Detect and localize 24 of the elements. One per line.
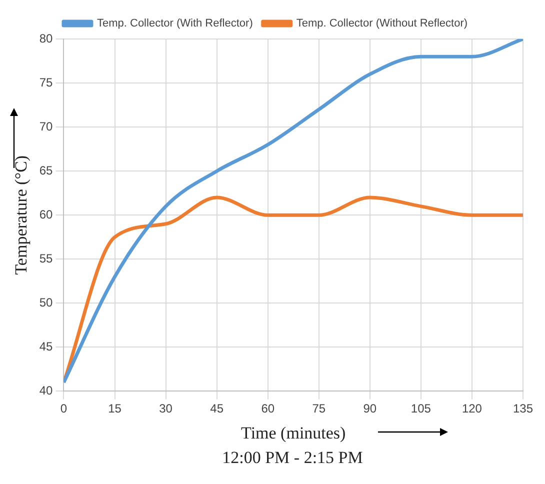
y-tick-label: 65 — [39, 163, 54, 178]
y-tick-label: 40 — [39, 384, 54, 398]
y-tick-label: 45 — [39, 339, 54, 354]
x-tick-label: 75 — [312, 402, 326, 416]
y-tick-label: 50 — [39, 295, 54, 310]
x-tick-label: 90 — [363, 402, 377, 416]
x-tick-label: 15 — [108, 402, 122, 416]
legend-label: Temp. Collector (Without Reflector) — [296, 18, 468, 30]
x-tick-label: 135 — [512, 402, 534, 416]
y-tick-label: 60 — [39, 207, 54, 222]
x-axis-title: Time (minutes) — [241, 423, 346, 442]
y-axis-title: Temperature (°C) — [12, 155, 31, 275]
text: 12:00 PM - 2:15 PM — [221, 448, 364, 468]
x-tick-label: 120 — [462, 402, 482, 416]
x-tick-label: 60 — [261, 402, 275, 416]
legend-label: Temp. Collector (With Reflector) — [96, 18, 253, 30]
y-tick-label: 70 — [39, 119, 54, 134]
y-tick-label: 80 — [39, 31, 54, 46]
x-tick-label: 0 — [60, 402, 68, 416]
x-tick-label: 45 — [210, 402, 224, 416]
y-tick-label: 75 — [39, 75, 54, 90]
y-tick-label: 55 — [39, 251, 54, 266]
x-tick-label: 105 — [410, 402, 432, 416]
x-tick-label: 30 — [159, 402, 173, 416]
